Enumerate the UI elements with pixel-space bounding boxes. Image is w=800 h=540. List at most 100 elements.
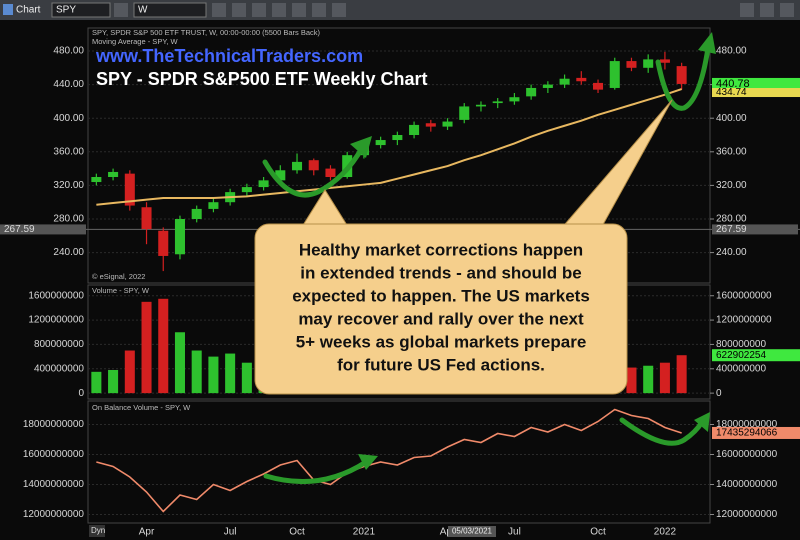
symbol-input[interactable] bbox=[51, 2, 111, 18]
x-tick-label: Oct bbox=[289, 527, 305, 538]
y-tick-label: 240.00 bbox=[716, 247, 747, 258]
callout-line: may recover and rally over the next bbox=[298, 309, 584, 328]
y-tick-label: 280.00 bbox=[716, 214, 747, 225]
toolbar-title: Chart bbox=[16, 5, 41, 16]
window-button[interactable] bbox=[740, 3, 754, 17]
last-volume-box bbox=[712, 349, 800, 362]
callout-box bbox=[254, 223, 628, 395]
ma-value: 434.74 bbox=[716, 87, 747, 98]
toolbar-button[interactable] bbox=[232, 3, 246, 17]
candle-body bbox=[643, 59, 654, 68]
candle-body bbox=[174, 219, 185, 255]
candle-body bbox=[576, 77, 587, 82]
obv-title: On Balance Volume - SPY, W bbox=[92, 403, 191, 412]
candle-body bbox=[208, 202, 219, 209]
x-tick-label: 2022 bbox=[654, 527, 677, 538]
y-tick-label: 400000000 bbox=[34, 363, 84, 374]
candle-body bbox=[442, 121, 453, 127]
candle-body bbox=[124, 173, 135, 206]
x-tick-label: Oct bbox=[590, 527, 606, 538]
candle-body bbox=[475, 104, 486, 107]
callout-text: Healthy market corrections happen in exte… bbox=[292, 240, 590, 374]
candle-body bbox=[509, 97, 520, 102]
candle-body bbox=[593, 82, 604, 90]
callout-line: in extended trends - and should be bbox=[300, 263, 581, 282]
toolbar-button[interactable] bbox=[312, 3, 326, 17]
last-volume: 622902254 bbox=[716, 350, 766, 361]
candle-body bbox=[392, 135, 403, 141]
y-tick-label: 400.00 bbox=[53, 113, 84, 124]
volume-bar bbox=[158, 298, 169, 394]
interval-input[interactable] bbox=[133, 2, 207, 18]
candle-body bbox=[459, 106, 470, 120]
symbol-text: SPY bbox=[56, 5, 76, 16]
y-tick-label: 0 bbox=[716, 388, 722, 399]
mode-box[interactable] bbox=[89, 525, 105, 537]
candle-body bbox=[492, 101, 503, 104]
callout-join bbox=[296, 225, 352, 233]
crosshair-date-box bbox=[448, 526, 496, 537]
crosshair-box bbox=[0, 224, 86, 235]
y-tick-label: 12000000000 bbox=[716, 509, 778, 520]
candle-body bbox=[559, 78, 570, 85]
callout-line: for future US Fed actions. bbox=[337, 355, 545, 374]
y-tick-label: 320.00 bbox=[716, 180, 747, 191]
y-tick-label: 14000000000 bbox=[23, 479, 85, 490]
toolbar-button[interactable] bbox=[252, 3, 266, 17]
candle-body bbox=[676, 66, 687, 84]
refresh-button[interactable] bbox=[114, 3, 128, 17]
arrow-head bbox=[698, 32, 716, 54]
candle-body bbox=[325, 168, 336, 177]
toolbar-button[interactable] bbox=[272, 3, 286, 17]
ma-value-box bbox=[712, 88, 800, 98]
candle-body bbox=[292, 161, 303, 171]
chart-title: SPY - SPDR S&P500 ETF Weekly Chart bbox=[96, 69, 427, 89]
x-tick-label: Jul bbox=[224, 527, 237, 538]
y-tick-label: 480.00 bbox=[53, 46, 84, 57]
candle-body bbox=[375, 140, 386, 146]
ma-label: Moving Average - SPY, W bbox=[92, 37, 179, 46]
x-tick-label: Apr bbox=[139, 527, 155, 538]
arrow bbox=[655, 45, 711, 111]
callout-line: expected to happen. The US markets bbox=[292, 286, 590, 305]
volume-bar bbox=[676, 355, 687, 394]
y-tick-label: 1200000000 bbox=[716, 315, 772, 326]
y-tick-label: 1600000000 bbox=[716, 290, 772, 301]
window-button[interactable] bbox=[780, 3, 794, 17]
candle-body bbox=[609, 61, 620, 88]
volume-bar bbox=[108, 370, 119, 394]
toolbar-button[interactable] bbox=[212, 3, 226, 17]
y-tick-label: 12000000000 bbox=[23, 509, 85, 520]
window-button[interactable] bbox=[760, 3, 774, 17]
toolbar-button[interactable] bbox=[332, 3, 346, 17]
arrow bbox=[619, 417, 705, 446]
y-tick-label: 1200000000 bbox=[28, 315, 84, 326]
candle-body bbox=[308, 160, 319, 171]
callout-line: 5+ weeks as global markets prepare bbox=[296, 332, 587, 351]
candle-body bbox=[409, 124, 420, 135]
candle-body bbox=[526, 87, 537, 97]
x-tick-label: Jul bbox=[508, 527, 521, 538]
arrow bbox=[262, 145, 365, 198]
candle-body bbox=[275, 170, 286, 181]
volume-bar bbox=[626, 367, 637, 394]
y-tick-label: 18000000000 bbox=[23, 419, 85, 430]
interval-text: W bbox=[138, 5, 148, 16]
obv-panel-frame bbox=[87, 400, 711, 524]
y-tick-label: 16000000000 bbox=[716, 449, 778, 460]
volume-bar bbox=[91, 371, 102, 394]
y-tick-label: 400.00 bbox=[716, 113, 747, 124]
y-tick-label: 18000000000 bbox=[716, 419, 778, 430]
arrow-head bbox=[350, 136, 372, 158]
series-label: SPY, SPDR S&P 500 ETF TRUST, W, 00:00-00… bbox=[92, 28, 321, 37]
last-price-box bbox=[712, 77, 800, 90]
callout-line: Healthy market corrections happen bbox=[299, 240, 583, 259]
y-tick-label: 800000000 bbox=[34, 339, 84, 350]
toolbar-button[interactable] bbox=[292, 3, 306, 17]
candle-body bbox=[241, 187, 252, 193]
moving-average bbox=[96, 88, 682, 206]
callout-join bbox=[558, 225, 602, 233]
crosshair-price: 267.59 bbox=[4, 224, 35, 235]
source-label: © eSignal, 2022 bbox=[92, 272, 145, 281]
